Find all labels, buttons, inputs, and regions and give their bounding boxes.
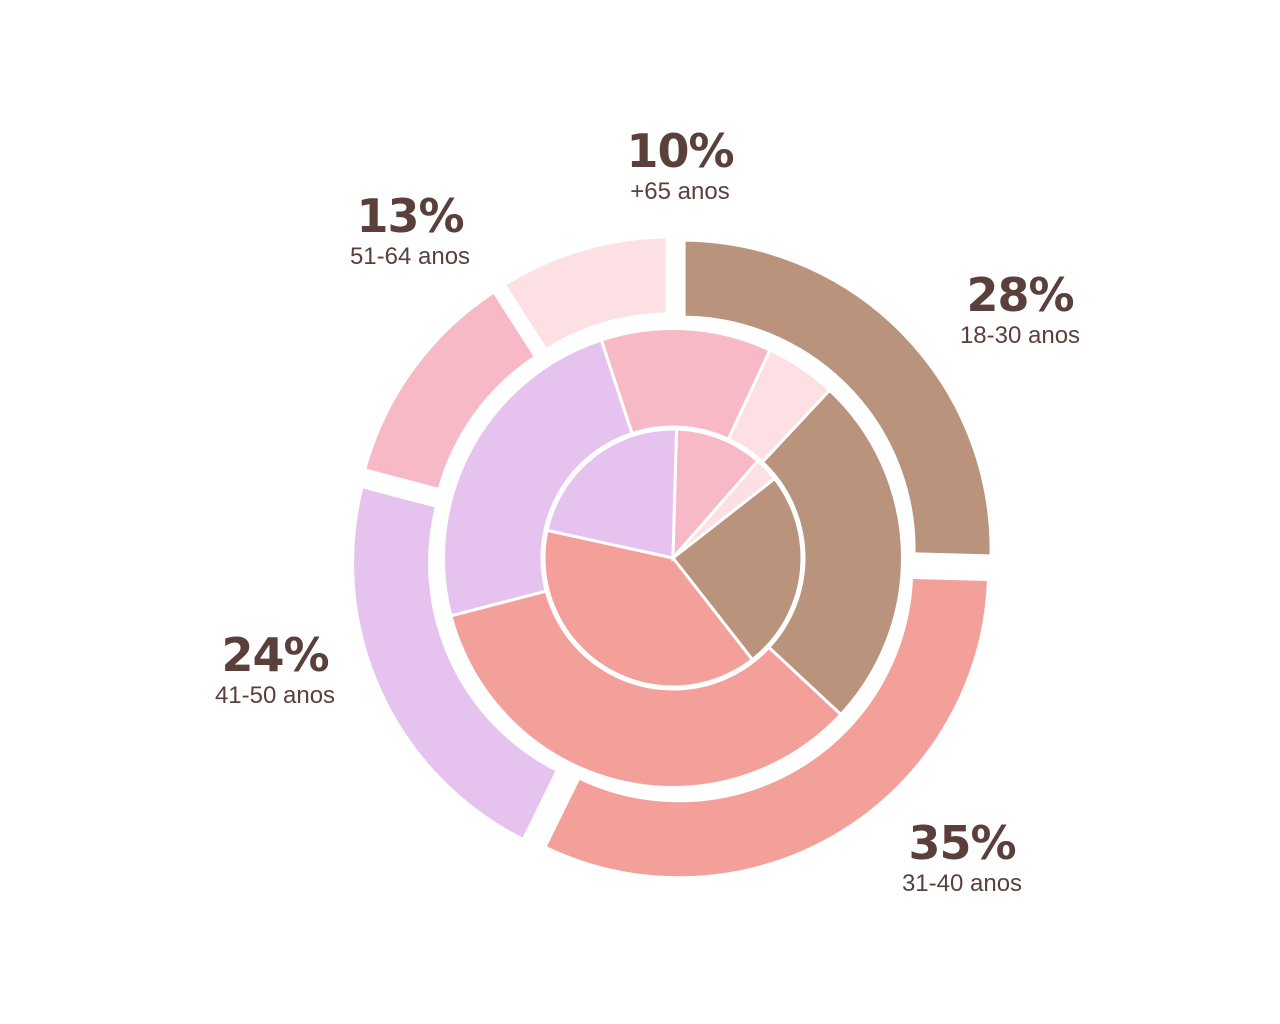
slice-percent-65-plus: 10% xyxy=(626,124,734,178)
outer-ring-slice-31-40-anos xyxy=(536,570,996,885)
outer-ring-slice-51-64-anos xyxy=(356,282,545,498)
outer-ring-slice-41-50-anos xyxy=(346,478,566,849)
slice-label-51-64: 13% 51-64 anos xyxy=(325,193,495,269)
middle-ring-border xyxy=(439,324,907,792)
slice-category-51-64: 51-64 anos xyxy=(349,243,471,270)
slice-label-65-plus: 10% +65 anos xyxy=(595,128,765,204)
slice-category-18-30: 18-30 anos xyxy=(959,322,1081,349)
outer-ring-slice-18-30-anos xyxy=(677,233,998,563)
slice-category-65-plus: +65 anos xyxy=(630,178,730,205)
slice-percent-31-40: 35% xyxy=(908,816,1016,870)
slice-label-31-40: 35% 31-40 anos xyxy=(877,820,1047,896)
slice-category-31-40: 31-40 anos xyxy=(901,870,1023,897)
outer-ring-slice-plus-65-anos xyxy=(495,230,674,359)
slice-label-18-30: 28% 18-30 anos xyxy=(935,272,1105,348)
slice-label-41-50: 24% 41-50 anos xyxy=(190,632,360,708)
slice-percent-18-30: 28% xyxy=(966,268,1074,322)
slice-category-41-50: 41-50 anos xyxy=(214,682,336,709)
slice-percent-51-64: 13% xyxy=(356,189,464,243)
slice-percent-41-50: 24% xyxy=(221,628,329,682)
inner-ring-border xyxy=(540,425,806,691)
